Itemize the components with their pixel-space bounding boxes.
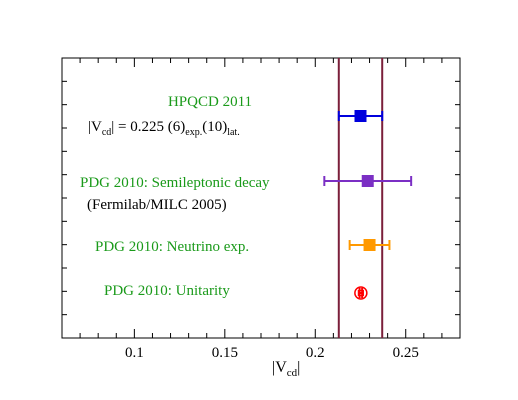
label-pdg-semileptonic: PDG 2010: Semileptonic decay	[80, 175, 270, 191]
x-axis-label: |Vcd|	[272, 359, 300, 379]
label-fermilab-milc: (Fermilab/MILC 2005)	[87, 197, 227, 213]
x-tick-label: 0.15	[212, 345, 238, 361]
axis-ticks	[62, 58, 460, 338]
inner-square-marker	[357, 289, 364, 297]
data-point	[337, 110, 384, 122]
label-pdg-unitarity: PDG 2010: Unitarity	[104, 283, 230, 299]
x-tick-labels: 0.1 0.15 0.2 0.25	[125, 345, 419, 361]
square-marker	[354, 110, 367, 122]
square-marker	[361, 175, 374, 187]
data-point	[323, 175, 413, 187]
x-tick-label: 0.1	[125, 345, 144, 361]
x-tick-label: 0.2	[306, 345, 325, 361]
square-marker	[363, 239, 376, 251]
label-pdg-neutrino: PDG 2010: Neutrino exp.	[95, 239, 249, 255]
data-point	[348, 239, 391, 251]
label-hpqcd-2011: HPQCD 2011	[168, 94, 252, 110]
circle-marker	[354, 286, 368, 300]
data-point	[354, 286, 368, 300]
hpqcd-formula: |Vcd| = 0.225 (6)exp.(10)lat.	[88, 119, 240, 138]
x-tick-label: 0.25	[393, 345, 419, 361]
data-points	[323, 110, 413, 300]
